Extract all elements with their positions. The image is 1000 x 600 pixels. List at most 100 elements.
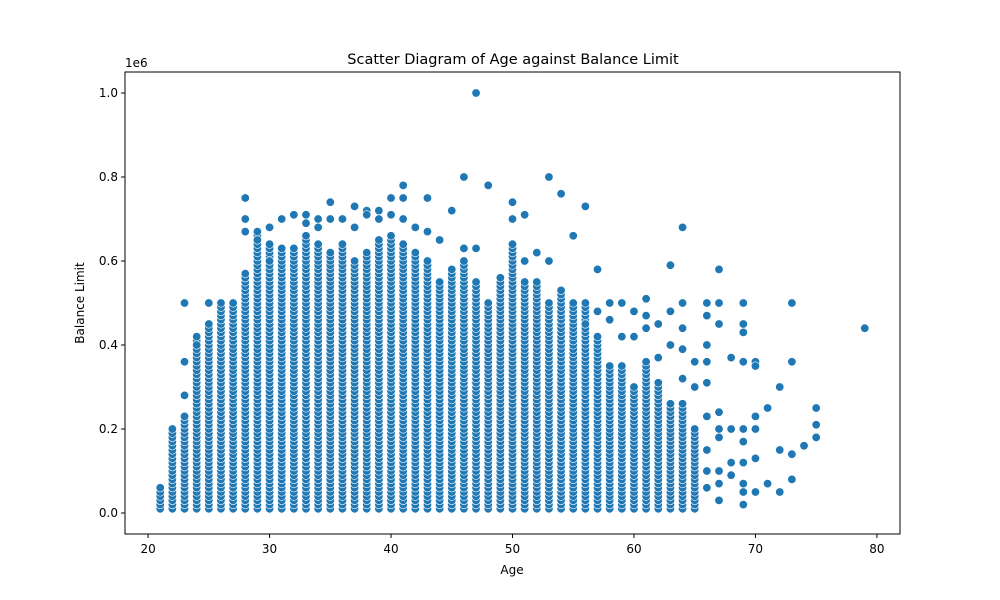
scatter-point bbox=[386, 231, 396, 241]
scatter-point bbox=[714, 495, 724, 505]
x-tick-label: 70 bbox=[748, 542, 763, 556]
scatter-point bbox=[811, 432, 821, 442]
scatter-point bbox=[362, 248, 372, 258]
scatter-point bbox=[289, 210, 299, 220]
scatter-point bbox=[325, 248, 335, 258]
y-tick-label: 0.2 bbox=[99, 422, 118, 436]
scatter-point bbox=[362, 210, 372, 220]
scatter-point bbox=[192, 332, 202, 342]
scatter-point bbox=[277, 243, 287, 253]
scatter-point bbox=[714, 466, 724, 476]
scatter-point bbox=[556, 189, 566, 199]
scatter-point bbox=[665, 399, 675, 409]
scatter-point bbox=[641, 294, 651, 304]
scatter-point bbox=[738, 357, 748, 367]
scatter-point bbox=[252, 227, 262, 237]
scatter-point bbox=[398, 180, 408, 190]
y-tick-label: 1.0 bbox=[99, 86, 118, 100]
scatter-point bbox=[714, 407, 724, 417]
scatter-point bbox=[860, 323, 870, 333]
scatter-point bbox=[180, 390, 190, 400]
scatter-point bbox=[495, 273, 505, 283]
scatter-point bbox=[738, 479, 748, 489]
scatter-point bbox=[665, 306, 675, 316]
scatter-point bbox=[265, 239, 275, 249]
scatter-point bbox=[155, 483, 165, 493]
scatter-point bbox=[750, 424, 760, 434]
scatter-point bbox=[629, 306, 639, 316]
scatter-point bbox=[350, 256, 360, 266]
scatter-point bbox=[410, 248, 420, 258]
scatter-point bbox=[750, 411, 760, 421]
scatter-point bbox=[386, 210, 396, 220]
scatter-point bbox=[471, 243, 481, 253]
scatter-point bbox=[617, 298, 627, 308]
scatter-point bbox=[714, 479, 724, 489]
scatter-point bbox=[678, 323, 688, 333]
scatter-point bbox=[422, 227, 432, 237]
scatter-point bbox=[787, 357, 797, 367]
scatter-point bbox=[629, 332, 639, 342]
scatter-point bbox=[544, 298, 554, 308]
scatter-point bbox=[568, 298, 578, 308]
x-tick-label: 40 bbox=[383, 542, 398, 556]
scatter-point bbox=[605, 361, 615, 371]
scatter-point bbox=[653, 319, 663, 329]
scatter-point bbox=[714, 424, 724, 434]
scatter-point bbox=[690, 424, 700, 434]
scatter-point bbox=[410, 222, 420, 232]
y-tick-label: 0.6 bbox=[99, 254, 118, 268]
scatter-point bbox=[702, 340, 712, 350]
scatter-point bbox=[398, 214, 408, 224]
scatter-point bbox=[277, 214, 287, 224]
scatter-point bbox=[763, 479, 773, 489]
scatter-point bbox=[580, 298, 590, 308]
scatter-point bbox=[775, 382, 785, 392]
scatter-point bbox=[507, 214, 517, 224]
scatter-point bbox=[702, 466, 712, 476]
x-axis: 20 30 40 50 60 70 80 bbox=[140, 534, 885, 556]
y-tick-label: 0.4 bbox=[99, 338, 118, 352]
scatter-point bbox=[678, 344, 688, 354]
scatter-point bbox=[641, 357, 651, 367]
y-offset-label: 1e6 bbox=[125, 56, 148, 70]
y-axis-label: Balance Limit bbox=[73, 262, 87, 344]
scatter-point bbox=[617, 361, 627, 371]
scatter-point bbox=[811, 403, 821, 413]
scatter-point bbox=[726, 458, 736, 468]
scatter-point bbox=[532, 277, 542, 287]
scatter-point bbox=[653, 353, 663, 363]
scatter-point bbox=[240, 193, 250, 203]
scatter-point bbox=[678, 374, 688, 384]
scatter-point bbox=[301, 210, 311, 220]
scatter-point bbox=[714, 432, 724, 442]
scatter-point bbox=[532, 248, 542, 258]
scatter-point bbox=[750, 361, 760, 371]
x-tick-label: 20 bbox=[140, 542, 155, 556]
x-axis-label: Age bbox=[500, 563, 523, 577]
scatter-point bbox=[325, 214, 335, 224]
scatter-point bbox=[471, 88, 481, 98]
scatter-point bbox=[422, 193, 432, 203]
scatter-point bbox=[726, 353, 736, 363]
scatter-point bbox=[544, 172, 554, 182]
scatter-point bbox=[240, 214, 250, 224]
scatter-point bbox=[374, 214, 384, 224]
y-axis: 0.0 0.2 0.4 0.6 0.8 1.0 bbox=[99, 86, 125, 520]
scatter-point bbox=[690, 357, 700, 367]
scatter-point bbox=[252, 235, 262, 245]
y-tick-label: 0.8 bbox=[99, 170, 118, 184]
scatter-point bbox=[738, 437, 748, 447]
scatter-point bbox=[471, 277, 481, 287]
scatter-point bbox=[726, 470, 736, 480]
scatter-point bbox=[507, 239, 517, 249]
scatter-point bbox=[738, 424, 748, 434]
scatter-point bbox=[702, 411, 712, 421]
scatter-point bbox=[520, 210, 530, 220]
scatter-point bbox=[775, 487, 785, 497]
scatter-point bbox=[738, 298, 748, 308]
scatter-point bbox=[665, 340, 675, 350]
scatter-point bbox=[641, 311, 651, 321]
scatter-point bbox=[568, 231, 578, 241]
scatter-point bbox=[580, 201, 590, 211]
